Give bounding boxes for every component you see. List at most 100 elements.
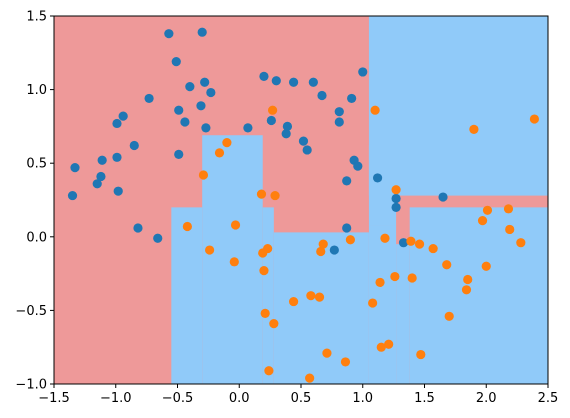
- x-tick-label: −0.5: [162, 391, 194, 406]
- data-point-class-1: [469, 124, 479, 134]
- data-point-class-0: [196, 101, 206, 111]
- y-tick-label: 0.5: [26, 157, 47, 172]
- data-point-class-1: [505, 224, 515, 235]
- region-class-1: [409, 207, 548, 384]
- data-point-class-0: [201, 123, 211, 133]
- data-point-class-1: [428, 243, 438, 254]
- data-point-class-0: [266, 115, 276, 126]
- data-point-class-1: [368, 298, 378, 308]
- data-point-class-1: [322, 348, 332, 358]
- data-point-class-0: [200, 77, 210, 87]
- data-point-class-1: [414, 239, 425, 249]
- x-tick-label: −1.0: [100, 391, 132, 406]
- data-point-class-1: [345, 235, 355, 245]
- data-point-class-1: [444, 311, 454, 321]
- data-point-class-1: [269, 319, 279, 329]
- y-tick-label: 1.0: [26, 83, 47, 98]
- data-point-class-0: [298, 136, 309, 146]
- data-point-class-1: [264, 366, 274, 376]
- x-tick-label: −1.5: [38, 391, 70, 406]
- data-point-class-1: [461, 285, 472, 295]
- data-point-class-1: [391, 185, 401, 195]
- data-point-class-0: [144, 93, 154, 104]
- data-point-class-1: [259, 266, 269, 276]
- data-point-class-0: [185, 82, 195, 92]
- data-point-class-0: [334, 107, 344, 117]
- data-point-class-1: [503, 204, 514, 214]
- data-point-class-0: [133, 223, 143, 233]
- data-point-class-0: [317, 90, 327, 101]
- data-point-class-0: [288, 77, 299, 87]
- x-tick-label: 2.5: [538, 391, 559, 406]
- data-point-class-0: [342, 223, 352, 233]
- data-point-class-1: [270, 190, 280, 201]
- x-tick-label: 0.5: [291, 391, 312, 406]
- data-point-class-1: [477, 216, 488, 226]
- data-point-class-0: [302, 145, 312, 155]
- data-point-class-1: [340, 357, 351, 367]
- data-point-class-1: [288, 296, 299, 307]
- data-point-class-0: [70, 163, 80, 173]
- data-point-class-0: [347, 93, 357, 104]
- region-class-1: [171, 207, 203, 384]
- data-point-class-0: [334, 117, 344, 127]
- data-point-class-1: [205, 245, 215, 255]
- x-tick-label: 1.0: [352, 391, 373, 406]
- data-point-class-1: [305, 373, 315, 383]
- data-point-class-0: [438, 192, 448, 202]
- data-point-class-1: [256, 189, 267, 199]
- data-point-class-0: [391, 193, 401, 204]
- x-tick-label: 0.0: [229, 391, 250, 406]
- region-class-1: [396, 244, 410, 384]
- data-point-class-1: [314, 292, 325, 302]
- data-point-class-1: [384, 339, 394, 349]
- region-class-1: [262, 207, 274, 384]
- data-point-class-1: [516, 238, 526, 248]
- data-point-class-1: [229, 257, 239, 267]
- data-point-class-0: [398, 238, 409, 248]
- data-point-class-0: [259, 71, 269, 81]
- data-point-class-0: [129, 140, 139, 151]
- data-point-class-0: [113, 186, 123, 196]
- data-point-class-1: [481, 261, 491, 271]
- data-point-class-0: [164, 29, 174, 39]
- data-point-class-1: [316, 246, 326, 257]
- data-point-class-0: [281, 129, 291, 139]
- region-class-1: [368, 145, 397, 226]
- data-point-class-0: [96, 171, 106, 182]
- x-tick-label: 1.5: [414, 391, 435, 406]
- data-point-class-0: [171, 57, 181, 67]
- data-point-class-1: [442, 260, 452, 270]
- data-point-class-0: [282, 121, 293, 131]
- data-point-class-1: [407, 273, 417, 283]
- data-point-class-1: [182, 221, 192, 232]
- data-point-class-0: [206, 87, 216, 98]
- data-point-class-1: [482, 205, 493, 215]
- data-point-class-0: [391, 202, 401, 212]
- data-point-class-0: [372, 173, 383, 183]
- data-point-class-0: [118, 111, 128, 121]
- data-point-class-0: [342, 176, 352, 186]
- data-point-class-1: [267, 105, 278, 115]
- data-point-class-0: [243, 123, 253, 133]
- data-point-class-0: [353, 161, 363, 171]
- data-point-class-1: [370, 105, 380, 115]
- data-point-class-1: [380, 233, 390, 243]
- axes: −1.5 −1.0 −0.5 0.0 0.5 1.0 1.5 2.0 2.5−1.0−0.50.…: [15, 10, 558, 407]
- data-point-class-0: [153, 233, 163, 243]
- data-point-class-0: [112, 152, 122, 162]
- data-point-class-0: [329, 245, 339, 255]
- data-point-class-1: [375, 277, 385, 288]
- data-point-class-1: [529, 114, 540, 124]
- region-class-1: [368, 16, 548, 196]
- data-point-class-1: [260, 308, 270, 318]
- data-point-class-1: [222, 137, 232, 148]
- y-tick-label: 1.5: [26, 10, 47, 25]
- y-tick-label: −1.0: [15, 378, 47, 393]
- x-tick-label: 2.0: [476, 391, 497, 406]
- data-point-class-0: [271, 76, 281, 86]
- data-point-class-1: [376, 342, 386, 352]
- data-points: [67, 27, 540, 383]
- data-point-class-0: [174, 105, 184, 115]
